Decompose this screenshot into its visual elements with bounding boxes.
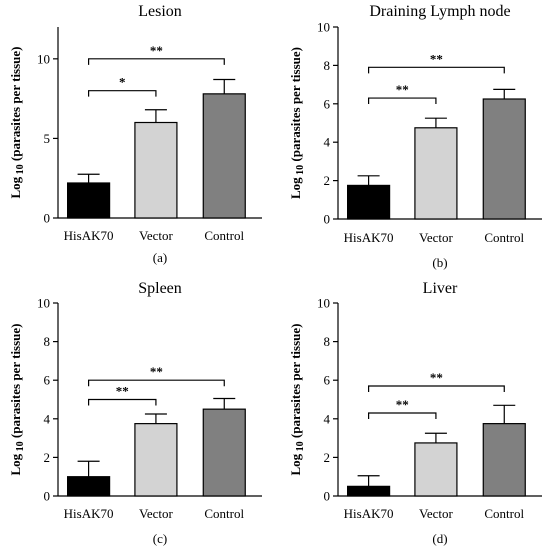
chart-title: Draining Lymph node (369, 3, 510, 20)
y-axis-label-subscript: 10 (15, 441, 26, 454)
y-axis-label-subscript: 10 (295, 165, 306, 178)
panel-label: (b) (432, 255, 447, 270)
y-tick-label: 4 (324, 411, 331, 426)
significance-bracket (368, 66, 505, 74)
y-tick-label: 0 (324, 212, 331, 227)
y-axis-label-prefix: Log (8, 176, 23, 198)
significance-label: ** (150, 43, 163, 58)
y-tick-label: 4 (44, 411, 51, 426)
x-category-label: Control (484, 230, 524, 245)
y-tick-label: 5 (44, 131, 51, 146)
y-tick-label: 0 (324, 489, 331, 504)
y-tick-label: 6 (324, 96, 331, 111)
x-category-label: HisAK70 (344, 230, 394, 245)
y-axis-label: Log 10 (parasites per tissue) (8, 323, 26, 475)
significance-label: ** (430, 370, 443, 385)
significance-label: ** (150, 364, 163, 379)
y-axis-label-prefix: Log (288, 177, 303, 199)
panel-label: (c) (153, 531, 167, 546)
chart-title: Liver (423, 280, 458, 297)
y-tick-label: 10 (317, 296, 330, 311)
y-axis-label-subscript: 10 (295, 441, 306, 454)
bar-vector (134, 121, 178, 219)
bar-control (482, 98, 526, 220)
x-category-label: HisAK70 (64, 228, 114, 243)
x-category-label: Vector (419, 230, 454, 245)
significance-bracket (88, 90, 157, 97)
y-tick-label: 6 (324, 373, 331, 388)
panel-label: (d) (432, 531, 447, 546)
significance-bracket (88, 379, 225, 387)
y-tick-label: 0 (44, 211, 51, 226)
y-tick-label: 10 (317, 20, 330, 35)
y-axis-label: Log 10 (parasites per tissue) (288, 323, 306, 475)
y-axis-label-suffix: (parasites per tissue) (288, 47, 303, 165)
x-category-label: Vector (139, 506, 174, 521)
y-tick-label: 6 (44, 373, 51, 388)
y-tick-label: 4 (324, 135, 331, 150)
panel-label: (a) (153, 250, 167, 265)
y-tick-label: 0 (44, 489, 51, 504)
bar-vector (414, 442, 458, 497)
chart-title: Lesion (138, 3, 182, 20)
bar-vector (414, 127, 458, 220)
significance-bracket (88, 398, 157, 406)
x-category-label: Control (204, 506, 244, 521)
bar-control (482, 423, 526, 497)
bar-control (202, 93, 246, 219)
significance-label: ** (116, 384, 129, 399)
y-tick-label: 2 (324, 173, 331, 188)
x-category-label: Vector (139, 228, 174, 243)
y-axis-label-prefix: Log (288, 453, 303, 475)
significance-label: ** (396, 397, 409, 412)
y-tick-label: 8 (44, 334, 51, 349)
significance-label: ** (430, 51, 443, 66)
significance-bracket (88, 58, 225, 65)
y-tick-label: 2 (324, 450, 331, 465)
y-tick-label: 8 (324, 334, 331, 349)
y-axis-label-suffix: (parasites per tissue) (8, 46, 23, 164)
x-category-label: Control (484, 506, 524, 521)
y-axis-label-subscript: 10 (15, 164, 26, 177)
x-category-label: HisAK70 (344, 506, 394, 521)
bar-vector (134, 423, 178, 497)
chart-title: Spleen (138, 280, 182, 297)
bar-hisak70 (66, 476, 111, 497)
bar-control (202, 408, 246, 497)
bar-hisak70 (347, 485, 391, 497)
x-category-label: Control (204, 228, 244, 243)
significance-label: * (119, 75, 126, 90)
y-axis-label-prefix: Log (8, 453, 23, 475)
bar-hisak70 (347, 184, 391, 220)
significance-bracket (368, 385, 505, 392)
x-category-label: Vector (419, 506, 454, 521)
y-tick-label: 10 (37, 51, 50, 66)
y-axis-label: Log 10 (parasites per tissue) (8, 46, 26, 198)
y-axis-label-suffix: (parasites per tissue) (8, 323, 23, 441)
y-axis-label: Log 10 (parasites per tissue) (288, 47, 306, 199)
y-tick-label: 10 (37, 296, 50, 311)
significance-label: ** (396, 82, 409, 97)
y-tick-label: 2 (44, 450, 51, 465)
significance-bracket (368, 97, 437, 105)
significance-bracket (368, 412, 437, 420)
x-category-label: HisAK70 (64, 506, 114, 521)
y-axis-label-suffix: (parasites per tissue) (288, 323, 303, 441)
y-tick-label: 8 (324, 58, 331, 73)
bar-hisak70 (66, 182, 111, 219)
